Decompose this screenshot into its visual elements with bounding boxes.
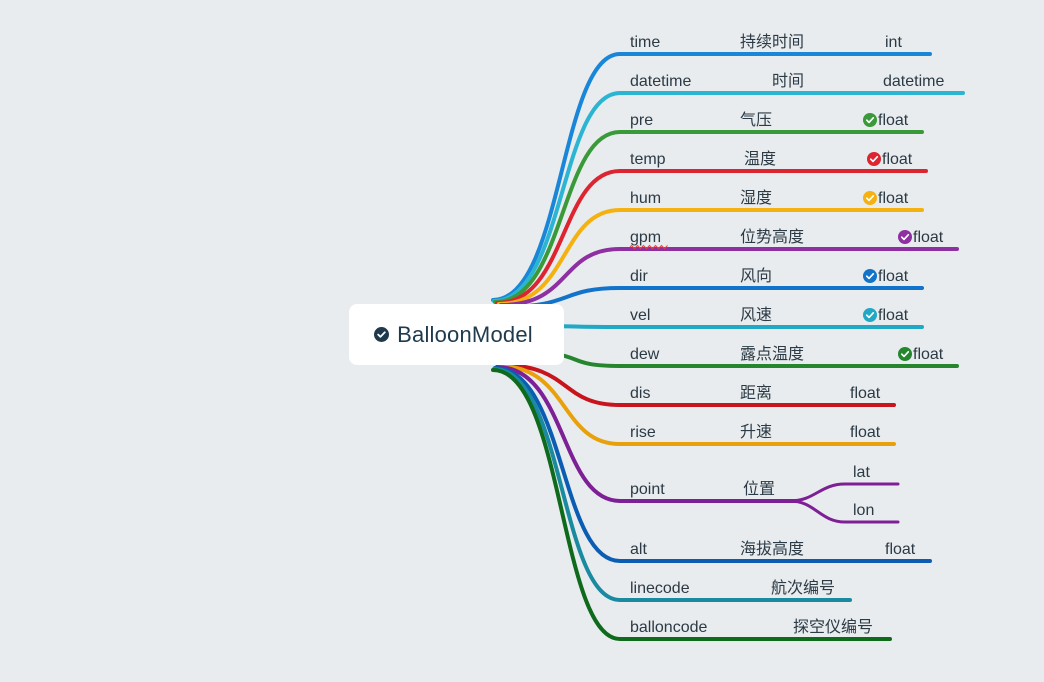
branch-vel[interactable]: vel 风速 float [518,305,924,329]
field-name-linecode[interactable]: linecode [630,580,690,597]
branch-line-alt [493,366,932,563]
field-desc-balloncode[interactable]: 探空仪编号 [793,617,873,636]
root-label: BalloonModel [397,321,533,347]
check-circle-icon [863,191,877,205]
check-circle-icon [898,230,912,244]
field-desc-datetime[interactable]: 时间 [772,71,804,90]
field-name-gpm[interactable]: gpm [630,229,661,246]
field-type-hum[interactable]: float [878,190,909,207]
field-type-pre[interactable]: float [878,112,909,129]
field-type-gpm[interactable]: float [913,229,944,246]
branch-line-dew [518,350,959,368]
check-circle-icon [863,269,877,283]
branch-pre[interactable]: pre 气压 float [493,110,924,304]
field-desc-temp[interactable]: 温度 [744,149,776,168]
branch-point[interactable]: point 位置 lat lon [495,365,900,524]
field-name-dis[interactable]: dis [630,385,650,402]
field-type-time[interactable]: int [885,34,902,51]
branch-hum[interactable]: hum 湿度 float [497,188,924,306]
field-type-alt[interactable]: float [885,541,916,558]
check-circle-icon [374,327,390,342]
field-desc-point[interactable]: 位置 [743,479,775,498]
branch-line-dis [499,363,896,407]
check-circle-icon [867,152,881,166]
branch-line-pre [493,130,924,304]
branch-temp[interactable]: temp 温度 float [495,149,928,305]
field-type-vel[interactable]: float [878,307,909,324]
sub-field-lon[interactable]: lon [853,502,874,519]
branch-line-datetime [492,91,965,303]
sub-field-lat[interactable]: lat [853,464,870,481]
field-desc-dew[interactable]: 露点温度 [740,344,804,363]
check-circle-icon [898,347,912,361]
field-desc-alt[interactable]: 海拔高度 [740,539,804,558]
branch-dir[interactable]: dir 风向 float [501,266,924,309]
branch-datetime[interactable]: datetime 时间 datetime [492,71,965,303]
branch-line-dir [501,286,924,309]
field-name-dew[interactable]: dew [630,346,660,363]
field-type-dew[interactable]: float [913,346,944,363]
branch-line-balloncode [491,368,892,641]
branch-line-hum [497,208,924,306]
branch-gpm[interactable]: gpm 位势高度 float [499,227,959,307]
field-name-temp[interactable]: temp [630,151,666,168]
field-type-temp[interactable]: float [882,151,913,168]
field-name-hum[interactable]: hum [630,190,661,207]
branch-line-rise [497,364,896,446]
branch-dew[interactable]: dew 露点温度 float [518,344,959,368]
branch-line-linecode [492,367,852,602]
check-circle-icon [863,113,877,127]
branch-dis[interactable]: dis 距离 float [499,363,896,407]
field-type-dis[interactable]: float [850,385,881,402]
field-name-vel[interactable]: vel [630,307,650,324]
branch-line-vel [518,324,924,329]
field-name-alt[interactable]: alt [630,541,647,558]
field-type-datetime[interactable]: datetime [883,73,944,90]
branch-line-time [491,52,932,302]
branch-line-gpm [499,247,959,307]
root-node[interactable]: BalloonModel [349,304,564,365]
field-desc-dis[interactable]: 距离 [740,383,772,402]
field-desc-dir[interactable]: 风向 [740,266,772,285]
branch-alt[interactable]: alt 海拔高度 float [493,366,932,563]
branch-linecode[interactable]: linecode 航次编号 [492,367,852,602]
field-desc-hum[interactable]: 湿度 [740,188,772,207]
field-name-time[interactable]: time [630,34,660,51]
field-desc-linecode[interactable]: 航次编号 [771,578,835,597]
field-desc-rise[interactable]: 升速 [740,422,772,441]
sub-branch-line-lon [788,499,900,524]
field-desc-vel[interactable]: 风速 [740,305,772,324]
field-name-datetime[interactable]: datetime [630,73,691,90]
field-name-rise[interactable]: rise [630,424,656,441]
spellcheck-underline [629,244,668,250]
field-name-pre[interactable]: pre [630,112,653,129]
field-desc-time[interactable]: 持续时间 [740,32,804,51]
field-type-rise[interactable]: float [850,424,881,441]
branch-line-temp [495,169,928,305]
branch-line-point [495,365,800,503]
field-type-dir[interactable]: float [878,268,909,285]
branch-balloncode[interactable]: balloncode 探空仪编号 [491,368,892,641]
sub-branch-line-lat [788,482,900,503]
field-name-dir[interactable]: dir [630,268,648,285]
field-desc-gpm[interactable]: 位势高度 [740,227,804,246]
check-circle-icon [863,308,877,322]
branch-rise[interactable]: rise 升速 float [497,364,896,446]
field-desc-pre[interactable]: 气压 [740,110,772,129]
field-name-balloncode[interactable]: balloncode [630,619,708,636]
field-name-point[interactable]: point [630,481,665,498]
branch-time[interactable]: time 持续时间 int [491,32,932,302]
